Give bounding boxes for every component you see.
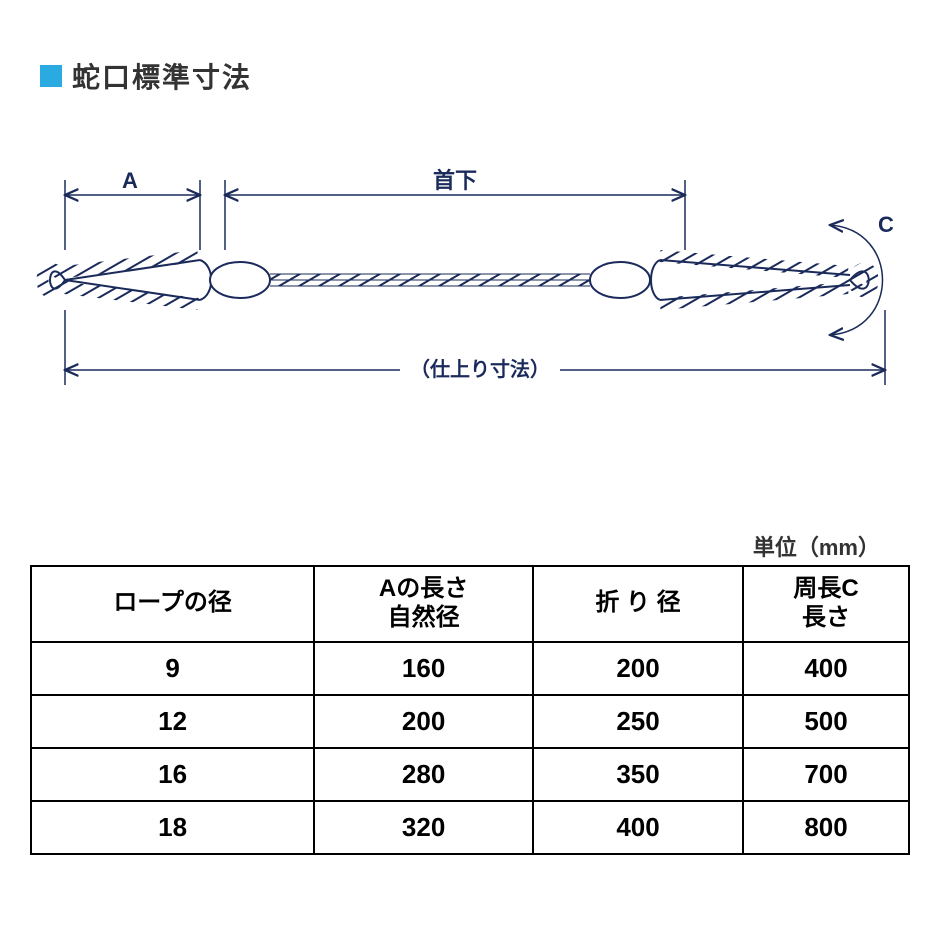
cell: 200 [533, 642, 743, 695]
unit-label: 単位（mm） [753, 530, 880, 562]
cell: 250 [533, 695, 743, 748]
table-row: 18 320 400 800 [31, 801, 909, 854]
col-header: ロープの径 [31, 566, 314, 642]
col-header: 周長C長さ [743, 566, 909, 642]
dimension-table: ロープの径 Aの長さ自然径 折 り 径 周長C長さ 9 160 200 400 … [30, 565, 910, 855]
cell: 280 [314, 748, 533, 801]
rope-diagram-svg: A 首下 C （仕上り寸法） [30, 140, 910, 420]
label-neck: 首下 [433, 168, 477, 193]
cell: 9 [31, 642, 314, 695]
cell: 800 [743, 801, 909, 854]
title-bullet [40, 65, 62, 87]
col-header: Aの長さ自然径 [314, 566, 533, 642]
cell: 350 [533, 748, 743, 801]
section-title-row: 蛇口標準寸法 [40, 56, 252, 96]
cell: 12 [31, 695, 314, 748]
cell: 400 [743, 642, 909, 695]
cell: 500 [743, 695, 909, 748]
section-title: 蛇口標準寸法 [72, 56, 252, 96]
cell: 700 [743, 748, 909, 801]
rope-diagram: A 首下 C （仕上り寸法） [30, 140, 910, 420]
label-a: A [122, 168, 138, 193]
table-row: 9 160 200 400 [31, 642, 909, 695]
label-c: C [878, 212, 894, 237]
cell: 16 [31, 748, 314, 801]
table-row: 12 200 250 500 [31, 695, 909, 748]
cell: 320 [314, 801, 533, 854]
cell: 18 [31, 801, 314, 854]
cell: 400 [533, 801, 743, 854]
table-header-row: ロープの径 Aの長さ自然径 折 り 径 周長C長さ [31, 566, 909, 642]
cell: 160 [314, 642, 533, 695]
cell: 200 [314, 695, 533, 748]
label-finish: （仕上り寸法） [410, 357, 550, 381]
table-row: 16 280 350 700 [31, 748, 909, 801]
col-header: 折 り 径 [533, 566, 743, 642]
